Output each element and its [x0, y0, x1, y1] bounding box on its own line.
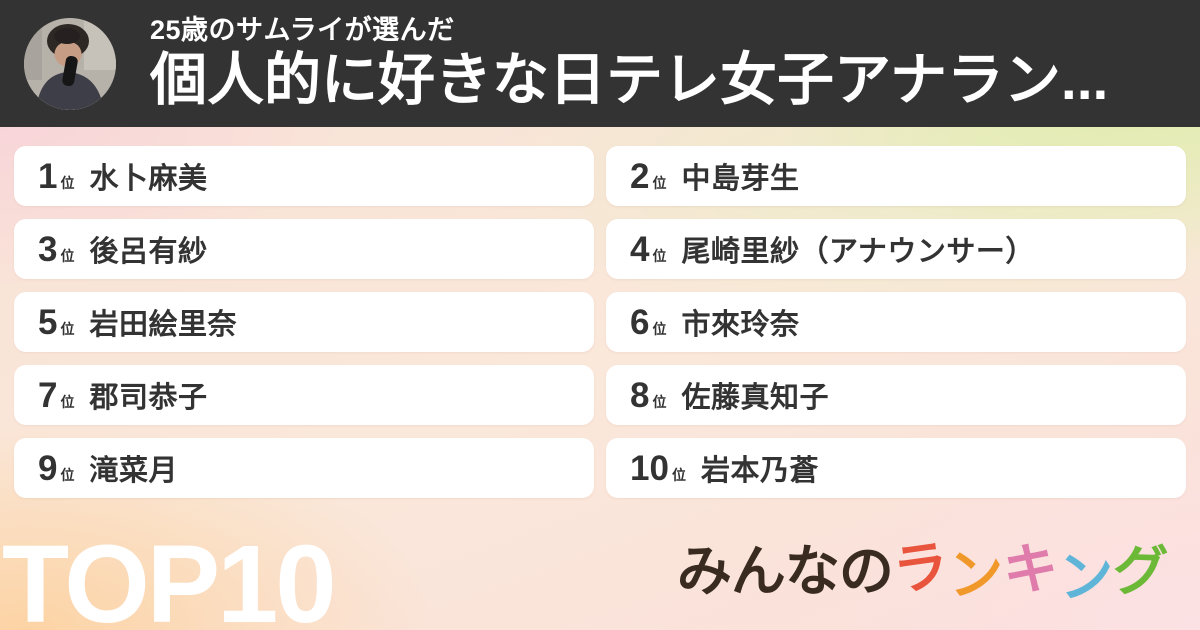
header-bar: 25歳のサムライが選んだ 個人的に好きな日テレ女子アナラン... [0, 0, 1200, 127]
announcer-name: 市來玲奈 [681, 309, 800, 341]
logo-letter: ン [946, 541, 1005, 607]
user-photo [24, 17, 116, 110]
announcer-name: 中島芽生 [681, 163, 800, 195]
ranking-item-6[interactable]: 6 位市來玲奈 [606, 292, 1186, 352]
rank-suffix: 位 [60, 248, 75, 264]
logo-letter: ラ [889, 533, 953, 603]
rank-number: 1 [38, 157, 58, 196]
site-logo[interactable]: みんなのランキング [676, 526, 1169, 608]
rank-number: 7 [38, 376, 58, 415]
ranking-item-text: 5 位岩田絵里奈 [38, 301, 237, 343]
user-avatar[interactable] [24, 17, 116, 110]
ranking-item-text: 1 位水卜麻美 [38, 155, 207, 197]
rank-suffix: 位 [652, 321, 667, 337]
rank-suffix: 位 [60, 321, 75, 337]
header-text-block: 25歳のサムライが選んだ 個人的に好きな日テレ女子アナラン... [150, 15, 1176, 112]
ranking-grid: 1 位水卜麻美 2 位中島芽生 3 位後呂有紗 4 位尾崎里紗（アナウンサー） 5 位岩田… [14, 146, 1186, 498]
rank-suffix: 位 [60, 394, 75, 410]
announcer-name: 水卜麻美 [89, 163, 208, 195]
rank-suffix: 位 [652, 248, 667, 264]
announcer-name: 岩田絵里奈 [89, 309, 237, 341]
rank-suffix: 位 [60, 467, 75, 483]
ranking-item-text: 6 位市來玲奈 [630, 301, 799, 343]
ranking-item-9[interactable]: 9 位滝菜月 [14, 438, 594, 498]
rank-suffix: 位 [671, 467, 686, 483]
rank-number: 4 [630, 230, 650, 269]
announcer-name: 滝菜月 [89, 455, 178, 487]
ranking-item-3[interactable]: 3 位後呂有紗 [14, 219, 594, 279]
announcer-name: 郡司恭子 [89, 382, 208, 414]
ranking-item-10[interactable]: 10 位岩本乃蒼 [606, 438, 1186, 498]
logo-letter: グ [1111, 539, 1169, 603]
rank-number: 3 [38, 230, 58, 269]
ranking-item-text: 8 位佐藤真知子 [630, 374, 829, 416]
rank-number: 8 [630, 376, 650, 415]
rank-number: 6 [630, 303, 650, 342]
top10-watermark: TOP10 [2, 523, 336, 630]
logo-letter: キ [1001, 537, 1060, 601]
announcer-name: 後呂有紗 [89, 236, 208, 268]
rank-suffix: 位 [652, 175, 667, 191]
ranking-author-subtitle: 25歳のサムライが選んだ [150, 15, 455, 46]
ranking-item-5[interactable]: 5 位岩田絵里奈 [14, 292, 594, 352]
ranking-item-1[interactable]: 1 位水卜麻美 [14, 146, 594, 206]
ranking-item-4[interactable]: 4 位尾崎里紗（アナウンサー） [606, 219, 1186, 279]
ranking-item-text: 3 位後呂有紗 [38, 228, 207, 270]
ranking-item-7[interactable]: 7 位郡司恭子 [14, 365, 594, 425]
rank-number: 9 [38, 449, 58, 488]
ranking-item-text: 10 位岩本乃蒼 [630, 447, 819, 489]
announcer-name: 尾崎里紗（アナウンサー） [681, 236, 1035, 268]
ranking-item-text: 9 位滝菜月 [38, 447, 178, 489]
logo-prefix: みんなの [676, 540, 894, 602]
rank-suffix: 位 [60, 175, 75, 191]
ranking-item-2[interactable]: 2 位中島芽生 [606, 146, 1186, 206]
logo-letter: ン [1056, 543, 1116, 609]
ranking-item-8[interactable]: 8 位佐藤真知子 [606, 365, 1186, 425]
rank-number: 5 [38, 303, 58, 342]
rank-suffix: 位 [652, 394, 667, 410]
ranking-item-text: 7 位郡司恭子 [38, 374, 207, 416]
announcer-name: 佐藤真知子 [681, 382, 829, 414]
announcer-name: 岩本乃蒼 [700, 455, 819, 487]
rank-number: 10 [630, 449, 669, 488]
ranking-title: 個人的に好きな日テレ女子アナラン... [150, 49, 1109, 112]
ranking-item-text: 2 位中島芽生 [630, 155, 799, 197]
ranking-item-text: 4 位尾崎里紗（アナウンサー） [630, 228, 1035, 270]
rank-number: 2 [630, 157, 650, 196]
